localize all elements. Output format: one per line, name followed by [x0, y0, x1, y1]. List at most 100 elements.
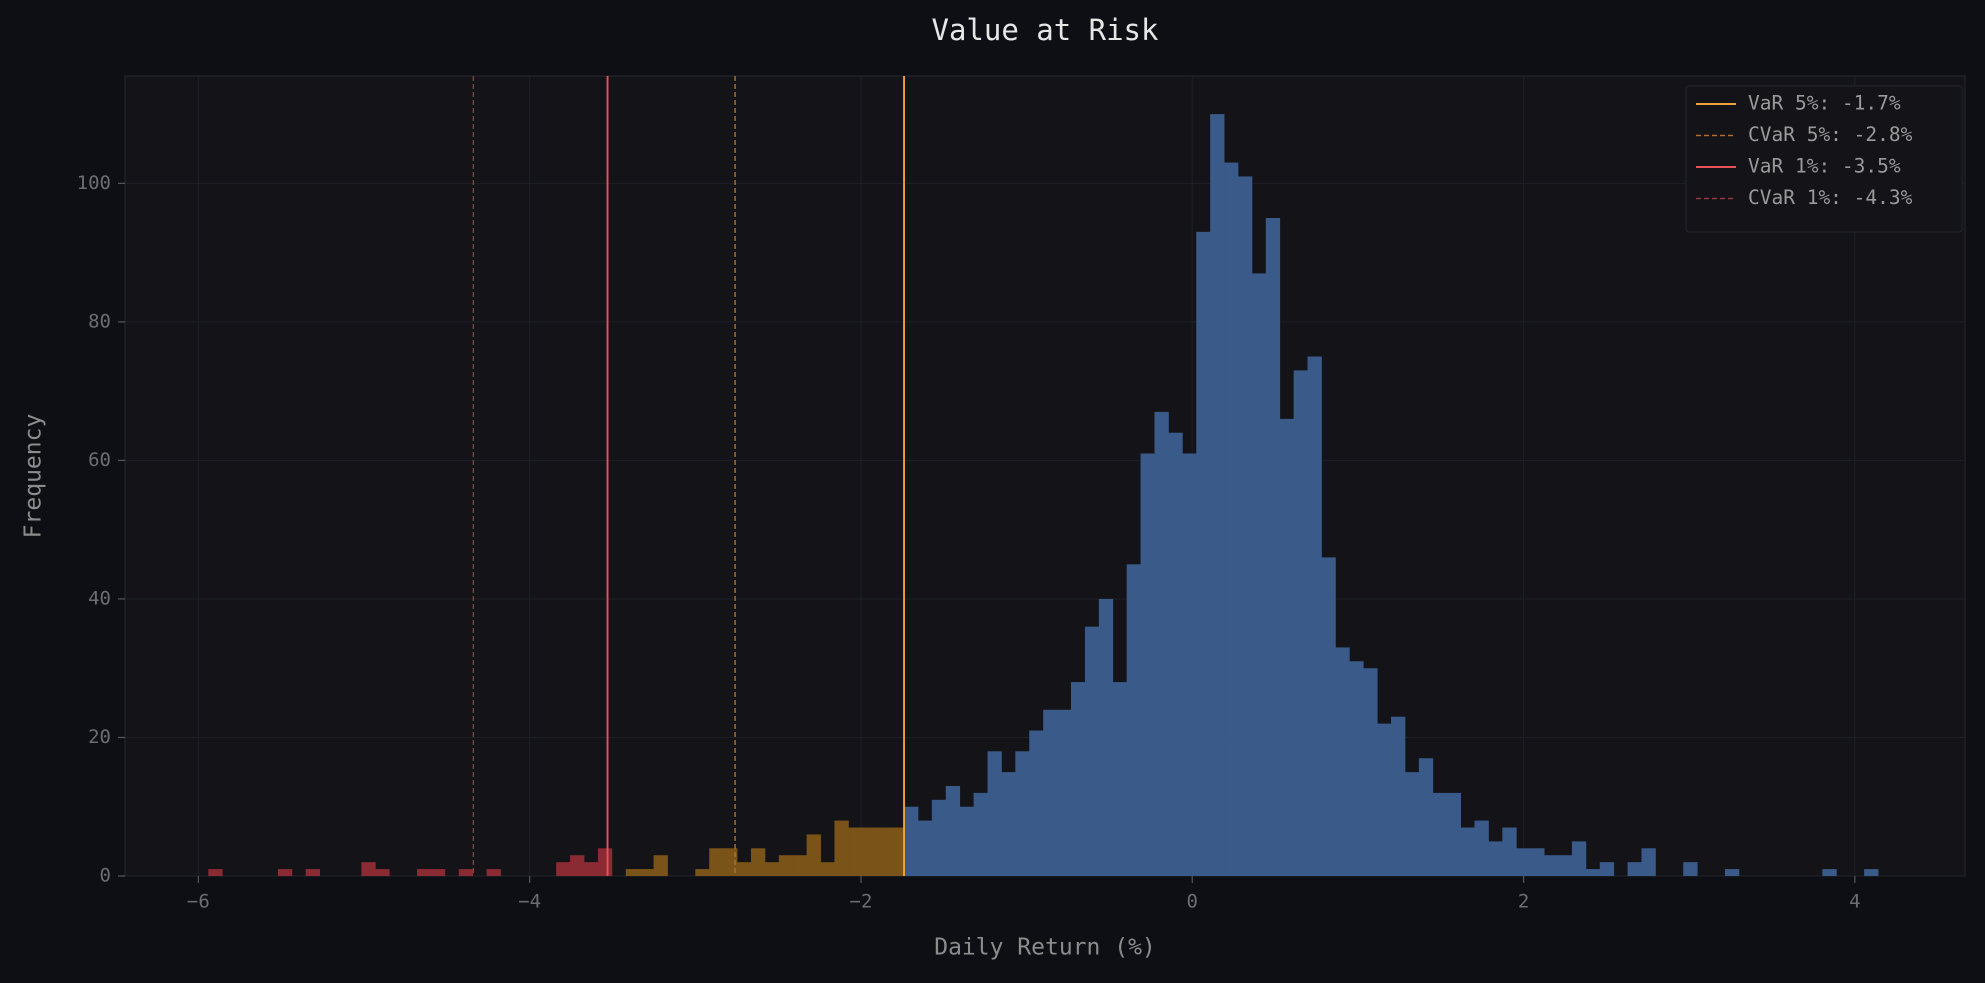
y-tick-label: 40 — [88, 587, 111, 609]
bar — [1210, 114, 1225, 877]
bar — [1683, 862, 1698, 876]
y-tick-label: 100 — [77, 172, 111, 194]
bar — [973, 792, 988, 876]
bar — [597, 848, 613, 876]
bar — [653, 855, 668, 876]
bar — [931, 799, 947, 876]
bar — [820, 862, 835, 876]
bar — [792, 855, 808, 876]
bar — [1391, 716, 1406, 876]
bar — [361, 862, 376, 876]
bar — [375, 869, 390, 876]
bar — [1321, 557, 1336, 876]
bar — [486, 869, 501, 876]
bar — [639, 869, 654, 876]
bar — [1029, 730, 1044, 876]
bar — [1224, 162, 1239, 877]
bar — [917, 820, 933, 876]
bar — [723, 848, 738, 876]
legend-label: CVaR 1%: -4.3% — [1748, 186, 1913, 209]
bar — [695, 869, 710, 876]
chart-title: Value at Risk — [932, 13, 1160, 47]
bar — [1571, 841, 1587, 876]
bar — [890, 827, 905, 876]
bar — [1558, 855, 1573, 876]
bar — [1015, 751, 1030, 876]
y-axis-label: Frequency — [21, 414, 47, 539]
x-tick-label: 0 — [1187, 891, 1198, 913]
bar — [208, 869, 223, 876]
bar — [959, 806, 975, 876]
reference-lines — [472, 76, 905, 876]
bar — [1265, 217, 1281, 877]
bar — [417, 869, 432, 876]
bar — [1516, 848, 1531, 876]
x-tick-label: −6 — [187, 891, 210, 913]
bar — [1140, 453, 1155, 876]
bar — [570, 855, 585, 876]
bar — [1502, 827, 1517, 876]
x-axis-label: Daily Return (%) — [934, 935, 1156, 961]
bar — [1154, 411, 1169, 876]
bar — [834, 820, 849, 876]
bar — [277, 869, 293, 876]
bars — [208, 114, 1879, 877]
bar — [1488, 841, 1503, 876]
bar — [987, 751, 1002, 876]
bar — [1057, 709, 1072, 876]
bar — [1474, 820, 1489, 876]
bar — [1544, 855, 1559, 876]
bar — [1237, 176, 1253, 876]
legend-label: VaR 5%: -1.7% — [1748, 92, 1901, 115]
bar — [1585, 869, 1601, 876]
bar — [305, 869, 321, 876]
bar — [1251, 273, 1267, 876]
bar — [1112, 682, 1128, 876]
bar — [1349, 661, 1364, 876]
bar — [848, 827, 863, 876]
bar — [458, 869, 474, 876]
x-tick-label: 2 — [1518, 891, 1529, 913]
x-tick-label: −2 — [850, 891, 873, 913]
bar — [709, 848, 724, 876]
bar — [1822, 869, 1837, 876]
bar — [1724, 869, 1740, 876]
bar — [1432, 792, 1448, 876]
bar — [862, 827, 877, 876]
bar — [556, 862, 571, 876]
bar — [1001, 772, 1016, 876]
legend: VaR 5%: -1.7% CVaR 5%: -2.8% VaR 1%: -3.5%… — [1685, 85, 1963, 233]
y-tick-label: 80 — [88, 310, 111, 332]
bar — [806, 834, 821, 876]
bar — [1641, 848, 1656, 876]
bar — [1418, 758, 1434, 876]
bar — [1071, 682, 1086, 876]
bar — [1168, 432, 1183, 876]
y-tick-label: 60 — [88, 449, 111, 471]
bar — [1043, 709, 1058, 876]
bar — [1864, 869, 1879, 876]
bar — [430, 869, 446, 876]
bar — [1196, 231, 1211, 876]
bar — [1335, 647, 1350, 876]
bar — [1446, 792, 1462, 876]
bar — [737, 862, 752, 876]
legend-label: VaR 1%: -3.5% — [1748, 155, 1901, 178]
legend-label: CVaR 5%: -2.8% — [1748, 123, 1913, 146]
bar — [1293, 370, 1308, 876]
bar — [584, 862, 599, 876]
x-tick-label: 4 — [1849, 891, 1860, 913]
bar — [1627, 862, 1642, 876]
bar — [904, 806, 919, 876]
bar — [945, 785, 961, 876]
bar — [1404, 772, 1420, 876]
bar — [1530, 848, 1545, 876]
legend-box — [1685, 85, 1963, 233]
bar — [876, 827, 891, 876]
bar — [1084, 626, 1100, 876]
bar — [1363, 668, 1378, 876]
bar — [1182, 453, 1197, 876]
